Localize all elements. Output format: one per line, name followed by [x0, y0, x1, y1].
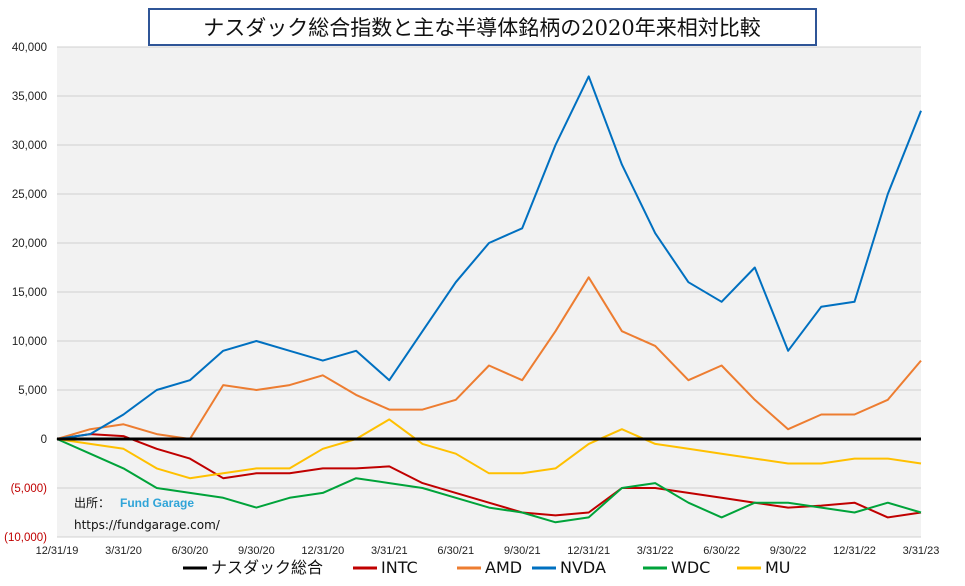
x-tick-label: 6/30/21	[437, 545, 474, 557]
legend-label: NVDA	[560, 558, 606, 577]
legend-label: AMD	[485, 558, 522, 577]
x-tick-label: 3/31/21	[371, 545, 408, 557]
y-tick-label: 15,000	[12, 287, 47, 299]
y-tick-label: (10,000)	[4, 532, 47, 544]
x-tick-label: 6/30/22	[703, 545, 740, 557]
series-lines	[56, 75, 922, 524]
x-tick-label: 12/31/20	[301, 545, 344, 557]
y-tick-label: 40,000	[12, 42, 47, 54]
chart-title-box	[148, 8, 817, 46]
legend-label: MU	[765, 558, 791, 577]
y-tick-label: 10,000	[12, 336, 47, 348]
y-tick-label: (5,000)	[11, 483, 48, 495]
source-brand: Fund Garage	[120, 496, 194, 510]
legend: ナスダック総合 INTC AMD NVDA WDC MU	[183, 558, 791, 577]
series-line-3	[56, 75, 922, 440]
legend-label: ナスダック総合	[211, 558, 323, 577]
y-tick-label: 0	[41, 434, 47, 446]
y-axis-tick-labels: 40,000 35,000 30,000 25,000 20,000 15,000 10,0…	[4, 42, 47, 544]
y-tick-label: 30,000	[12, 140, 47, 152]
y-tick-label: 25,000	[12, 189, 47, 201]
x-tick-label: 3/31/22	[637, 545, 674, 557]
x-tick-label: 3/31/20	[105, 545, 142, 557]
series-line-5	[56, 418, 922, 480]
series-line-2	[56, 276, 922, 440]
x-tick-label: 9/30/22	[770, 545, 807, 557]
x-tick-label: 12/31/19	[36, 545, 79, 557]
x-tick-label: 12/31/22	[833, 545, 876, 557]
source-annotation: 出所： Fund Garage https://fundgarage.com/	[74, 496, 221, 532]
y-tick-label: 5,000	[18, 385, 47, 397]
series-line-1	[56, 433, 922, 519]
x-axis-tick-labels: 12/31/19 3/31/20 6/30/20 9/30/20 12/31/20 3/3…	[36, 545, 940, 557]
x-tick-label: 9/30/21	[504, 545, 541, 557]
x-tick-label: 6/30/20	[172, 545, 209, 557]
y-tick-label: 20,000	[12, 238, 47, 250]
series-line-4	[56, 438, 922, 524]
source-label: 出所：	[74, 496, 110, 510]
y-tick-label: 35,000	[12, 91, 47, 103]
legend-label: WDC	[671, 558, 710, 577]
legend-label: INTC	[381, 558, 418, 577]
x-tick-label: 3/31/23	[903, 545, 940, 557]
x-tick-label: 9/30/20	[238, 545, 275, 557]
chart-title: ナスダック総合指数と主な半導体銘柄の2020年来相対比較	[203, 16, 760, 40]
x-tick-label: 12/31/21	[567, 545, 610, 557]
source-url: https://fundgarage.com/	[74, 518, 221, 532]
